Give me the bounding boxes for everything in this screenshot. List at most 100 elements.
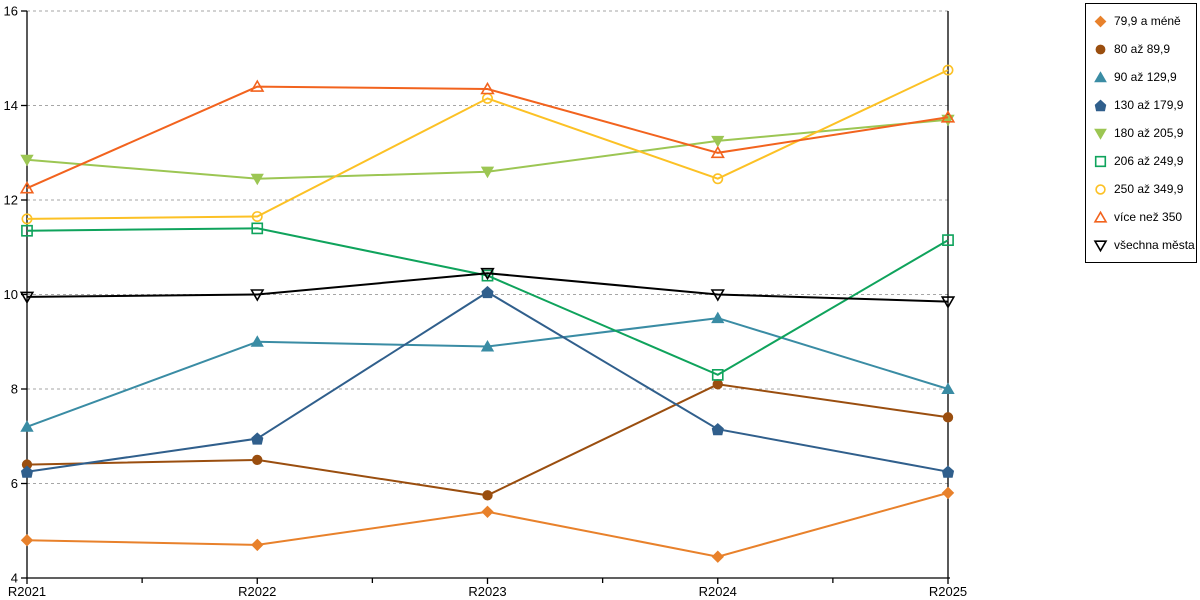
series-line: [26, 69, 949, 220]
legend-marker-triangle-up: [1093, 210, 1108, 223]
series-marker-pentagon: [941, 465, 955, 478]
series-marker-circle-open: [1095, 183, 1106, 195]
y-tick-label: 6: [11, 476, 18, 491]
series-marker-triangle-down: [1094, 128, 1107, 140]
series-marker-diamond: [941, 486, 955, 500]
series-marker-pentagon: [1094, 99, 1107, 111]
series-marker-diamond: [20, 533, 34, 547]
series-marker-diamond: [251, 538, 264, 552]
legend-label: 180 až 205,9: [1114, 126, 1184, 140]
x-tick-label: R2021: [8, 584, 46, 599]
series-marker-triangle-down-open: [1093, 239, 1108, 252]
legend-item: 206 až 249,9: [1093, 154, 1196, 169]
y-tick-label: 10: [4, 287, 18, 302]
x-tick-label: R2025: [929, 584, 967, 599]
series-marker-circle-open: [712, 173, 724, 185]
series-v-ce-ne-350: [19, 79, 956, 194]
series-marker-square-open: [1094, 155, 1107, 167]
series-marker-circle-open: [251, 211, 263, 223]
series-line: [26, 227, 949, 376]
series-marker-triangle-down-open: [710, 289, 725, 302]
series-marker-square-open: [251, 222, 264, 235]
series-marker-triangle-up-open: [19, 181, 35, 194]
legend-label: 90 až 129,9: [1114, 70, 1177, 84]
series-marker-triangle-down: [250, 173, 264, 186]
series-marker-triangle-down: [20, 154, 34, 167]
x-tick-label: R2024: [699, 584, 737, 599]
legend-label: 130 až 179,9: [1114, 98, 1184, 112]
series-marker-pentagon: [481, 285, 494, 299]
legend-item: 180 až 205,9: [1093, 126, 1196, 141]
legend-item: 250 až 349,9: [1093, 182, 1196, 197]
series-marker-triangle-down-open: [480, 267, 495, 281]
legend-marker-circle: [1095, 44, 1106, 54]
legend-label: 79,9 a méně: [1114, 14, 1181, 28]
series-marker-triangle-up: [941, 382, 955, 394]
series-marker-triangle-down: [480, 166, 495, 179]
series-marker-triangle-up-open: [250, 79, 265, 92]
series-marker-diamond: [711, 550, 725, 563]
series-79-9-a-m-n-: [20, 486, 955, 563]
series-marker-triangle-up-open: [940, 110, 956, 123]
series-marker-circle-open: [942, 64, 954, 76]
series-180-a-205-9: [20, 114, 955, 186]
series-marker-circle: [942, 412, 954, 423]
series-marker-triangle-up-open: [1093, 210, 1108, 223]
series-250-a-349-9: [21, 64, 954, 225]
series-marker-diamond: [1094, 15, 1107, 27]
legend-marker-circle: [1095, 183, 1106, 195]
series-marker-triangle-up: [250, 335, 264, 347]
legend-marker-triangle-down: [1093, 239, 1108, 252]
series-marker-triangle-up-open: [710, 145, 725, 159]
series-marker-diamond: [481, 505, 494, 519]
legend-marker-triangle-up: [1094, 70, 1107, 82]
legend-marker-triangle-down: [1094, 128, 1107, 140]
series-marker-triangle-down-open: [940, 296, 956, 309]
series-marker-triangle-up: [480, 340, 495, 352]
series-marker-pentagon: [251, 432, 264, 445]
series-line: [26, 491, 949, 558]
x-tick-label: R2023: [468, 584, 506, 599]
series-206-a-249-9: [21, 222, 954, 381]
series-line: [26, 383, 949, 497]
series-marker-triangle-down-open: [19, 291, 35, 304]
legend-item: více než 350: [1093, 210, 1196, 225]
series-line: [26, 290, 949, 473]
legend: 79,9 a méně 80 až 89,9 90 až 129,9 130 až 1…: [1085, 3, 1197, 263]
series-130-a-179-9: [20, 285, 955, 478]
series-marker-pentagon: [711, 423, 724, 436]
legend-label: 206 až 249,9: [1114, 154, 1184, 168]
legend-label: více než 350: [1114, 210, 1183, 224]
legend-marker-pentagon: [1094, 99, 1107, 111]
series-marker-circle-open: [21, 213, 33, 225]
y-tick-label: 16: [4, 4, 18, 19]
y-tick-label: 8: [11, 382, 18, 397]
x-tick-label: R2022: [238, 584, 276, 599]
y-tick-label: 4: [11, 571, 18, 586]
series-marker-square-open: [711, 368, 724, 381]
series-marker-triangle-down-open: [250, 289, 265, 302]
series-marker-triangle-up: [711, 311, 725, 324]
series-90-a-129-9: [20, 311, 955, 432]
series-line: [26, 272, 949, 303]
series-marker-square-open: [481, 269, 494, 282]
series-line: [26, 85, 949, 190]
series-marker-circle: [712, 379, 723, 390]
y-tick-label: 12: [4, 193, 18, 208]
series-marker-triangle-up: [20, 420, 34, 432]
legend-label: 250 až 349,9: [1114, 182, 1184, 196]
legend-item: 79,9 a méně: [1093, 14, 1196, 29]
series-marker-triangle-down: [711, 135, 725, 148]
series-v-echna-m-sta: [19, 267, 956, 309]
series-marker-pentagon: [20, 465, 34, 478]
series-marker-triangle-up: [1094, 70, 1107, 82]
legend-label: 80 až 89,9: [1114, 42, 1171, 56]
series-line: [26, 317, 949, 428]
legend-marker-square: [1094, 155, 1107, 167]
legend-label: všechna města: [1114, 238, 1195, 252]
series-80-a-89-9: [21, 379, 954, 501]
legend-item: 130 až 179,9: [1093, 98, 1196, 113]
series-marker-circle: [482, 490, 493, 501]
